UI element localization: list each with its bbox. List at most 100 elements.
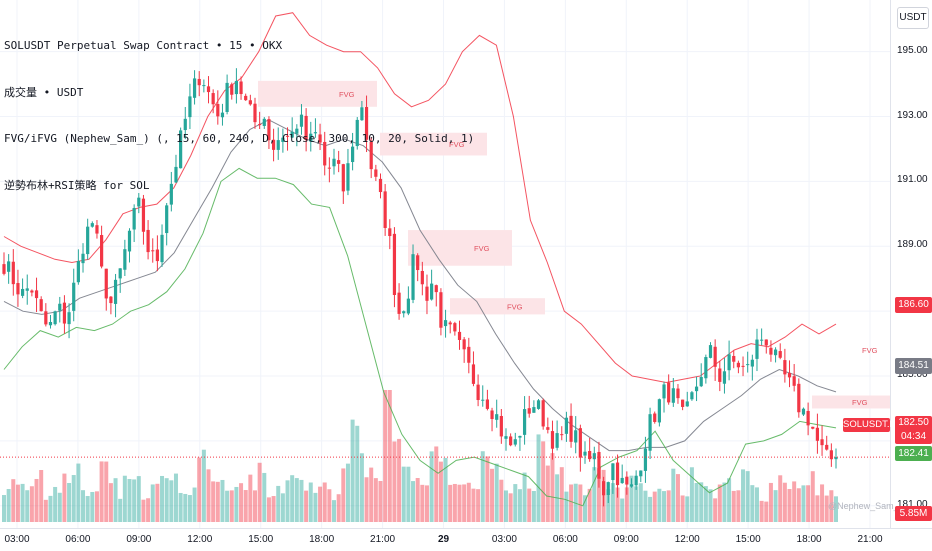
candle: [546, 417, 550, 434]
candle: [420, 261, 424, 296]
candle-body: [499, 415, 503, 437]
volume-bar: [322, 482, 327, 522]
candle: [778, 343, 782, 360]
volume-bar: [57, 492, 62, 522]
candle-body: [629, 484, 634, 487]
candle-body: [53, 311, 57, 325]
candle-body: [183, 118, 187, 131]
candle: [34, 277, 39, 313]
volume-bar: [239, 483, 244, 522]
candle: [332, 148, 336, 175]
legend-volume-line[interactable]: 成交量 • USDT: [4, 85, 84, 99]
volume-bar: [327, 489, 332, 522]
legend-strategy-line[interactable]: 逆勢布林+RSI策略 for SOL: [4, 178, 150, 192]
candle-body: [653, 413, 657, 422]
volume-bar: [248, 474, 253, 522]
volume-bar: [164, 478, 169, 522]
chart-area[interactable]: FVG FVG FVG FVG FVG FVG: [0, 0, 890, 528]
time-tick-label: 12:00: [674, 534, 700, 545]
fvg-label: FVG: [474, 244, 490, 253]
candle-body: [323, 141, 327, 166]
candle-body: [267, 119, 271, 141]
volume-bar: [11, 479, 16, 522]
candle: [290, 117, 294, 139]
candle: [620, 464, 624, 484]
candle: [550, 420, 555, 460]
candle-body: [276, 140, 280, 150]
candle: [578, 424, 582, 472]
candle: [141, 194, 146, 245]
candle-body: [471, 364, 476, 384]
volume-bar: [736, 490, 741, 522]
candle: [815, 413, 820, 454]
candle: [560, 426, 564, 441]
volume-bar: [787, 489, 792, 522]
candle-body: [769, 347, 773, 355]
volume-bar: [378, 480, 383, 522]
candle-body: [281, 137, 285, 142]
volume-bar: [550, 453, 555, 522]
candle-body: [425, 286, 429, 301]
candle-body: [527, 408, 531, 414]
candlestick-chart[interactable]: FVG FVG FVG FVG FVG FVG: [0, 0, 890, 528]
candle: [643, 436, 648, 483]
candle: [206, 76, 211, 104]
volume-bar: [638, 483, 643, 522]
candle-body: [736, 362, 740, 368]
volume-bar: [406, 466, 411, 522]
candle: [811, 426, 815, 430]
candle-body: [81, 253, 85, 264]
candle-body: [11, 261, 15, 285]
candle-body: [592, 453, 596, 460]
candle-body: [76, 261, 80, 283]
candle-body: [160, 234, 164, 263]
volume-bar: [6, 489, 11, 522]
legend-fvg-indicator-line[interactable]: FVG/iFVG (Nephew_Sam_) (, 15, 60, 240, D…: [4, 132, 475, 145]
candle-body: [420, 270, 424, 285]
candle: [690, 390, 694, 401]
volume-bar: [768, 482, 773, 522]
candle-body: [588, 450, 592, 460]
volume-bar: [34, 478, 39, 522]
volume-bar: [350, 419, 355, 522]
candle: [216, 90, 220, 125]
candle-body: [197, 78, 201, 86]
currency-button[interactable]: USDT: [897, 7, 929, 29]
legend-symbol-line[interactable]: SOLUSDT Perpetual Swap Contract • 15 • O…: [4, 39, 283, 52]
candle-body: [44, 311, 48, 325]
candle: [113, 273, 118, 318]
volume-bar: [782, 482, 787, 522]
candle-body: [639, 470, 643, 477]
candle-body: [699, 377, 703, 387]
candle-body: [550, 431, 555, 449]
candle-body: [402, 311, 406, 314]
candle-body: [58, 303, 62, 311]
candle-body: [829, 450, 833, 460]
candle: [708, 342, 713, 359]
candle-body: [750, 359, 754, 367]
volume-bar: [276, 485, 281, 522]
candle: [25, 274, 29, 305]
candle-body: [722, 371, 727, 384]
candle-body: [211, 93, 215, 105]
volume-bar: [438, 461, 443, 522]
time-axis[interactable]: 03:00 06:00 09:00 12:00 15:00 18:00 21:00 29 03:…: [0, 528, 932, 551]
candle-body: [271, 139, 276, 150]
volume-bar: [2, 495, 6, 522]
candle-body: [662, 384, 666, 399]
candle: [299, 104, 304, 135]
candle-body: [430, 283, 434, 300]
volume-bar: [355, 425, 360, 522]
candle-body: [327, 167, 331, 169]
volume-bar: [192, 487, 197, 522]
candle-body: [806, 410, 810, 426]
volume-bar: [53, 486, 58, 522]
volume-bar: [559, 467, 564, 522]
volume-bar: [443, 457, 448, 522]
candle-body: [25, 288, 29, 291]
candle: [430, 269, 434, 301]
candle: [439, 288, 443, 336]
volume-bar: [657, 488, 662, 522]
candle-body: [48, 321, 53, 326]
candle-body: [671, 388, 675, 403]
